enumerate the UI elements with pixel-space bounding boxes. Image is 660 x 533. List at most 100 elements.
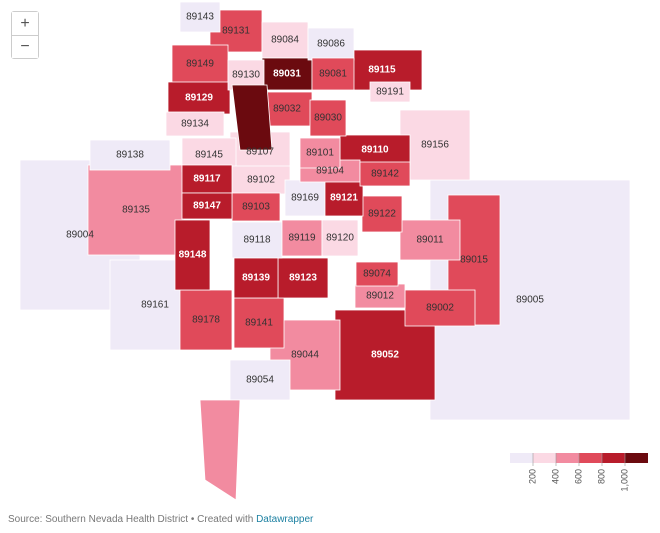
zip-label: 89121 bbox=[330, 193, 358, 204]
zip-label: 89118 bbox=[243, 235, 271, 246]
zip-region bbox=[233, 297, 285, 349]
zip-label: 89015 bbox=[460, 255, 488, 266]
zip-label: 89011 bbox=[416, 235, 444, 246]
zip-region bbox=[399, 109, 471, 181]
zip-region bbox=[171, 44, 229, 84]
zip-label: 89084 bbox=[271, 35, 299, 46]
zip-label: 89129 bbox=[185, 93, 213, 104]
legend-swatch bbox=[510, 453, 533, 463]
zip-label: 89141 bbox=[245, 318, 273, 329]
legend-swatch bbox=[533, 453, 556, 463]
zip-label: 89147 bbox=[193, 201, 221, 212]
zip-label: 89169 bbox=[291, 193, 319, 204]
zip-label: 89161 bbox=[141, 300, 169, 311]
legend: 200 400 600 800 1,000 bbox=[510, 453, 648, 492]
zip-region bbox=[324, 179, 364, 217]
zip-label: 89031 bbox=[273, 69, 301, 80]
zip-label: 89054 bbox=[246, 375, 274, 386]
zip-region bbox=[404, 289, 476, 327]
zip-region bbox=[179, 1, 221, 33]
zip-label: 89148 bbox=[179, 250, 207, 261]
zip-label: 89156 bbox=[421, 140, 449, 151]
zip-label: 89122 bbox=[368, 209, 396, 220]
region-labels: 89143 89131 89084 89086 89149 89130 89031 89081… bbox=[66, 12, 544, 386]
zip-region bbox=[369, 81, 411, 103]
zip-region bbox=[311, 57, 355, 91]
zip-label: 89191 bbox=[376, 87, 404, 98]
zip-label: 89123 bbox=[289, 273, 317, 284]
zip-region bbox=[277, 257, 329, 299]
zoom-in[interactable]: + bbox=[12, 12, 38, 35]
unlabeled-region bbox=[199, 399, 241, 501]
unlabeled-region bbox=[231, 84, 273, 151]
regions bbox=[19, 1, 631, 421]
source: Source: Southern Nevada Health District … bbox=[8, 514, 254, 525]
legend-swatch bbox=[579, 453, 602, 463]
zip-region bbox=[399, 219, 461, 261]
zip-label: 89134 bbox=[181, 119, 209, 130]
zip-region bbox=[229, 359, 291, 401]
zip-label: 89149 bbox=[186, 59, 214, 70]
zip-label: 89004 bbox=[66, 230, 94, 241]
zip-label: 89107 bbox=[246, 147, 274, 158]
zip-label: 89178 bbox=[192, 315, 220, 326]
zip-label: 89115 bbox=[368, 65, 396, 76]
zip-label: 89145 bbox=[195, 150, 223, 161]
zip-label: 89002 bbox=[426, 303, 454, 314]
zip-label: 89103 bbox=[242, 202, 270, 213]
zip-label: 89130 bbox=[232, 70, 260, 81]
zip-label: 89104 bbox=[316, 166, 344, 177]
zip-label: 89030 bbox=[314, 113, 342, 124]
zip-label: 89138 bbox=[116, 150, 144, 161]
zip-label: 89086 bbox=[317, 39, 345, 50]
legend-swatch bbox=[556, 453, 579, 463]
legend-tick-label: 200 bbox=[527, 469, 537, 484]
zip-label: 89012 bbox=[366, 291, 394, 302]
zip-label: 89139 bbox=[242, 273, 270, 284]
footer: Source: Southern Nevada Health District … bbox=[8, 514, 313, 525]
zoom-out[interactable]: − bbox=[12, 35, 38, 58]
zoom-control: + − bbox=[11, 11, 39, 59]
zip-label: 89052 bbox=[371, 350, 399, 361]
zip-label: 89135 bbox=[122, 205, 150, 216]
zip-label: 89044 bbox=[291, 350, 319, 361]
zip-region bbox=[361, 195, 403, 233]
zip-label: 89117 bbox=[193, 174, 221, 185]
zip-region bbox=[321, 219, 359, 257]
zip-region bbox=[167, 81, 231, 115]
legend-tick-label: 1,000 bbox=[619, 469, 629, 492]
zip-label: 89131 bbox=[222, 26, 250, 37]
zip-label: 89119 bbox=[288, 233, 316, 244]
legend-swatch bbox=[625, 453, 648, 463]
zip-label: 89142 bbox=[371, 169, 399, 180]
zip-label: 89101 bbox=[306, 148, 334, 159]
zip-label: 89102 bbox=[247, 175, 275, 186]
legend-swatch bbox=[602, 453, 625, 463]
zip-region bbox=[89, 139, 171, 171]
zip-label: 89074 bbox=[363, 269, 391, 280]
zip-label: 89032 bbox=[273, 104, 301, 115]
legend-tick-label: 800 bbox=[596, 469, 606, 484]
zip-region bbox=[174, 219, 211, 291]
legend-tick-label: 400 bbox=[550, 469, 560, 484]
legend-tick-label: 600 bbox=[573, 469, 583, 484]
zip-label: 89120 bbox=[326, 233, 354, 244]
zip-region bbox=[231, 192, 281, 222]
zip-label: 89110 bbox=[361, 145, 389, 156]
zip-region bbox=[179, 289, 233, 351]
zip-region bbox=[233, 257, 279, 299]
zip-label: 89143 bbox=[186, 12, 214, 23]
zip-region bbox=[165, 111, 225, 137]
zip-region bbox=[87, 164, 185, 256]
zip-region bbox=[261, 21, 309, 59]
datawrapper-link[interactable]: Datawrapper bbox=[256, 514, 314, 525]
zip-region bbox=[309, 99, 347, 137]
zip-label: 89081 bbox=[319, 69, 347, 80]
zip-label: 89005 bbox=[516, 295, 544, 306]
zip-region bbox=[307, 27, 355, 61]
zip-region bbox=[181, 192, 233, 220]
zip-region bbox=[231, 165, 291, 195]
